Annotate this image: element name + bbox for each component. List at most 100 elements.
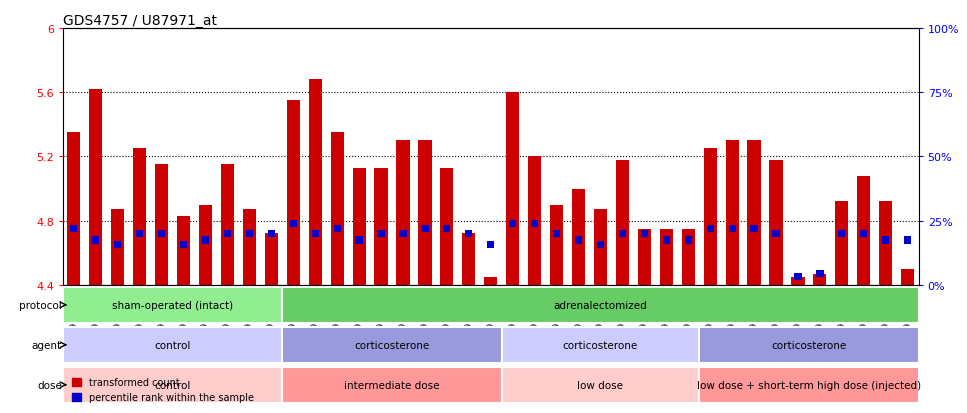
Bar bbox=[465, 230, 473, 237]
Bar bbox=[707, 225, 714, 233]
Text: control: control bbox=[155, 380, 190, 390]
Bar bbox=[268, 230, 275, 237]
FancyBboxPatch shape bbox=[282, 367, 502, 403]
Bar bbox=[638, 229, 651, 285]
Bar bbox=[616, 160, 629, 285]
Bar bbox=[506, 93, 519, 285]
Legend: transformed count, percentile rank within the sample: transformed count, percentile rank withi… bbox=[68, 373, 258, 406]
Bar bbox=[659, 229, 673, 285]
Text: protocol: protocol bbox=[19, 300, 62, 310]
Bar bbox=[904, 237, 911, 244]
Bar bbox=[177, 216, 190, 285]
Bar bbox=[396, 141, 410, 285]
Bar bbox=[861, 230, 867, 237]
Bar bbox=[290, 221, 297, 228]
Bar bbox=[879, 202, 893, 285]
Bar bbox=[202, 237, 209, 244]
Bar bbox=[728, 225, 736, 233]
FancyBboxPatch shape bbox=[699, 367, 919, 403]
Bar bbox=[750, 225, 758, 233]
Bar bbox=[374, 168, 388, 285]
Bar bbox=[619, 230, 626, 237]
Bar bbox=[773, 230, 779, 237]
Bar bbox=[704, 149, 717, 285]
Bar bbox=[662, 237, 670, 244]
Text: corticosterone: corticosterone bbox=[772, 340, 846, 350]
FancyBboxPatch shape bbox=[699, 327, 919, 363]
Bar bbox=[265, 234, 278, 285]
Bar bbox=[747, 141, 761, 285]
Bar bbox=[133, 149, 146, 285]
Bar bbox=[528, 157, 542, 285]
Text: dose: dose bbox=[37, 380, 62, 390]
Bar bbox=[816, 271, 824, 278]
Bar bbox=[791, 277, 805, 285]
Bar bbox=[223, 230, 231, 237]
Bar bbox=[594, 210, 607, 285]
Bar bbox=[509, 221, 516, 228]
Text: GDS4757 / U87971_at: GDS4757 / U87971_at bbox=[63, 14, 217, 28]
Bar bbox=[111, 210, 125, 285]
Bar bbox=[136, 230, 143, 237]
Bar bbox=[155, 165, 168, 285]
Bar bbox=[71, 225, 77, 233]
Bar bbox=[377, 230, 385, 237]
FancyBboxPatch shape bbox=[63, 367, 282, 403]
Bar bbox=[550, 205, 563, 285]
Bar bbox=[531, 221, 539, 228]
Bar bbox=[835, 202, 848, 285]
FancyBboxPatch shape bbox=[282, 327, 502, 363]
FancyBboxPatch shape bbox=[502, 327, 699, 363]
Bar bbox=[89, 90, 103, 285]
Bar bbox=[882, 237, 890, 244]
Bar bbox=[484, 277, 497, 285]
Bar bbox=[597, 242, 604, 249]
Bar bbox=[334, 225, 340, 233]
FancyBboxPatch shape bbox=[63, 287, 282, 323]
Bar bbox=[770, 160, 782, 285]
Bar bbox=[575, 237, 582, 244]
Bar bbox=[286, 101, 300, 285]
Bar bbox=[331, 133, 343, 285]
Bar bbox=[68, 133, 80, 285]
Bar bbox=[419, 141, 431, 285]
Text: sham-operated (intact): sham-operated (intact) bbox=[112, 300, 233, 310]
Text: adrenalectomized: adrenalectomized bbox=[553, 300, 647, 310]
Bar bbox=[487, 242, 494, 249]
Text: low dose + short-term high dose (injected): low dose + short-term high dose (injecte… bbox=[697, 380, 921, 390]
Text: intermediate dose: intermediate dose bbox=[344, 380, 440, 390]
Bar bbox=[246, 230, 253, 237]
FancyBboxPatch shape bbox=[282, 287, 919, 323]
Bar bbox=[462, 234, 476, 285]
Bar bbox=[813, 274, 827, 285]
Bar bbox=[725, 141, 739, 285]
Bar bbox=[308, 80, 322, 285]
Bar bbox=[571, 189, 585, 285]
Bar bbox=[794, 273, 802, 281]
Bar bbox=[901, 269, 914, 285]
Text: corticosterone: corticosterone bbox=[563, 340, 638, 350]
Bar bbox=[857, 176, 870, 285]
Bar bbox=[311, 230, 319, 237]
Text: agent: agent bbox=[32, 340, 62, 350]
Bar bbox=[114, 242, 121, 249]
Bar bbox=[682, 229, 695, 285]
FancyBboxPatch shape bbox=[63, 327, 282, 363]
Text: low dose: low dose bbox=[577, 380, 624, 390]
Bar bbox=[443, 225, 451, 233]
Bar bbox=[353, 168, 366, 285]
Bar bbox=[553, 230, 560, 237]
Bar bbox=[356, 237, 363, 244]
Bar bbox=[422, 225, 428, 233]
Bar bbox=[838, 230, 845, 237]
Bar bbox=[685, 237, 691, 244]
Bar bbox=[220, 165, 234, 285]
Bar bbox=[641, 230, 648, 237]
FancyBboxPatch shape bbox=[502, 367, 699, 403]
Bar bbox=[399, 230, 406, 237]
Bar bbox=[199, 205, 212, 285]
Bar bbox=[243, 210, 256, 285]
Text: corticosterone: corticosterone bbox=[354, 340, 429, 350]
Bar bbox=[158, 230, 165, 237]
Bar bbox=[440, 168, 454, 285]
